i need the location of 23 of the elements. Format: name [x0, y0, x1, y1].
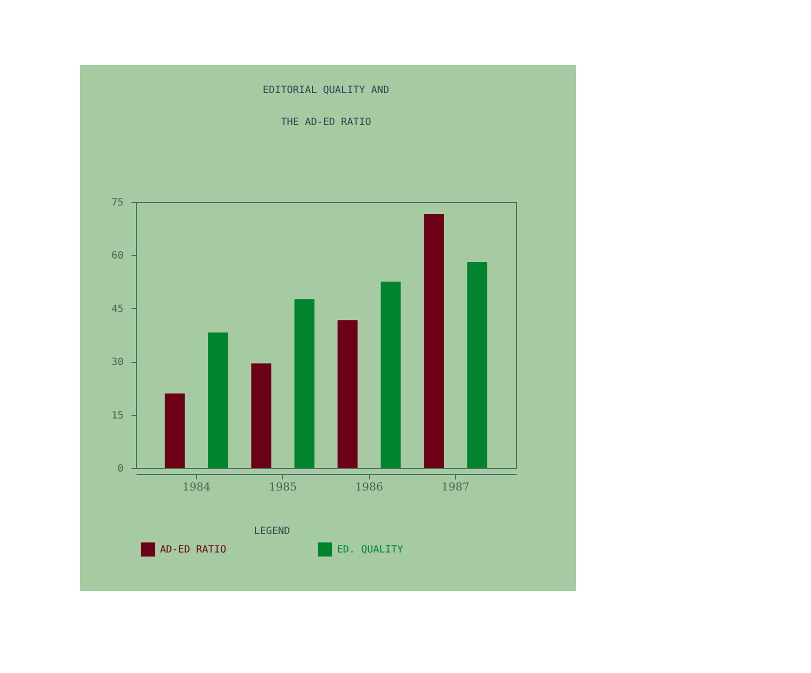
x-tick-label: 1984 — [182, 480, 210, 494]
y-tick-label: 75 — [111, 198, 124, 208]
bar — [467, 262, 488, 468]
legend-label: ED. QUALITY — [337, 544, 404, 556]
bar — [164, 394, 185, 468]
y-tick-label: 15 — [111, 410, 124, 422]
y-tick-label: 45 — [111, 304, 124, 315]
legend-title: LEGEND — [254, 526, 290, 537]
chart-subtitle: THE AD-ED RATIO — [280, 117, 372, 128]
bar — [424, 214, 444, 468]
bar — [338, 320, 358, 468]
bar — [208, 332, 228, 468]
bar — [294, 299, 314, 468]
x-tick-label: 1985 — [268, 480, 297, 494]
x-tick-label: 1986 — [355, 480, 384, 494]
y-tick-label: 60 — [111, 250, 124, 262]
legend-label: AD-ED RATIO — [160, 544, 226, 556]
y-tick-label: 0 — [117, 464, 124, 474]
y-tick-label: 30 — [111, 357, 124, 368]
chart-title: EDITORIAL QUALITY AND — [262, 85, 390, 96]
bar — [251, 363, 272, 468]
bar — [380, 282, 401, 468]
x-tick-label: 1987 — [442, 480, 470, 494]
